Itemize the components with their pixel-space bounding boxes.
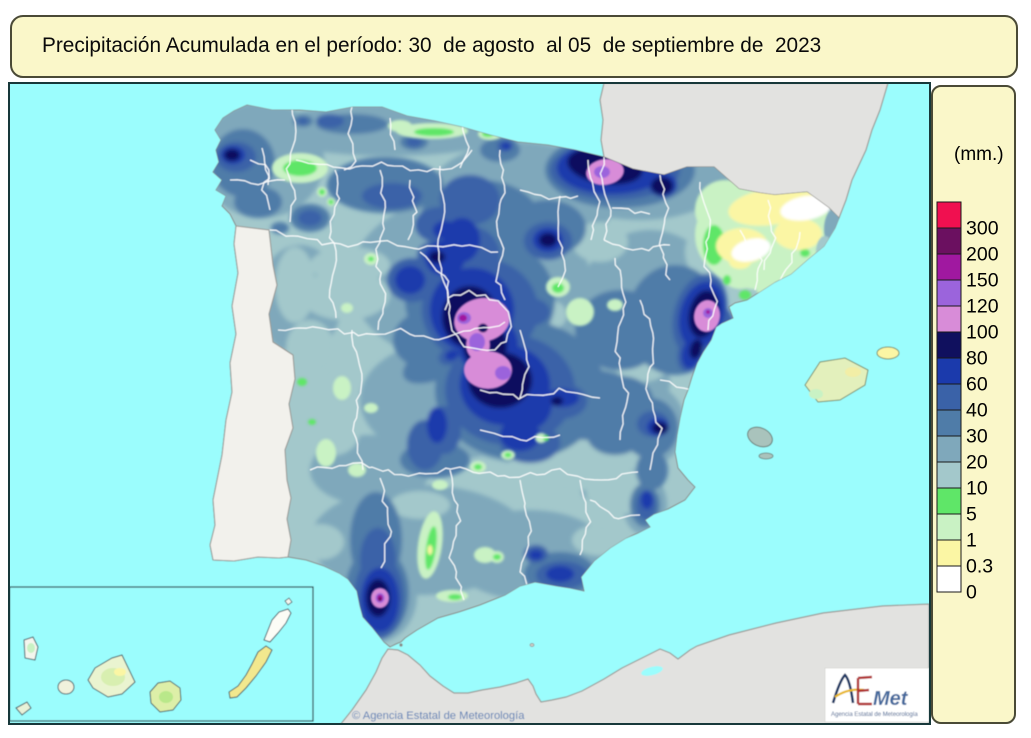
svg-text:0: 0 [966, 582, 977, 604]
svg-text:100: 100 [966, 322, 999, 344]
svg-text:80: 80 [966, 348, 988, 370]
svg-text:© Agencia Estatal de Meteorolo: © Agencia Estatal de Meteorología [352, 710, 525, 722]
svg-text:20: 20 [966, 452, 988, 474]
svg-text:5: 5 [966, 504, 977, 526]
svg-text:10: 10 [966, 478, 988, 500]
svg-text:200: 200 [966, 244, 999, 266]
svg-text:300: 300 [966, 218, 999, 240]
svg-text:Met: Met [873, 688, 909, 710]
svg-text:30: 30 [966, 426, 988, 448]
svg-text:0.3: 0.3 [966, 556, 993, 578]
svg-text:120: 120 [966, 296, 999, 318]
svg-text:1: 1 [966, 530, 977, 552]
svg-text:(mm.): (mm.) [954, 144, 1004, 165]
svg-text:60: 60 [966, 374, 988, 396]
svg-text:Agencia Estatal de Meteorologí: Agencia Estatal de Meteorología [831, 712, 918, 718]
svg-text:150: 150 [966, 270, 999, 292]
svg-text:40: 40 [966, 400, 988, 422]
